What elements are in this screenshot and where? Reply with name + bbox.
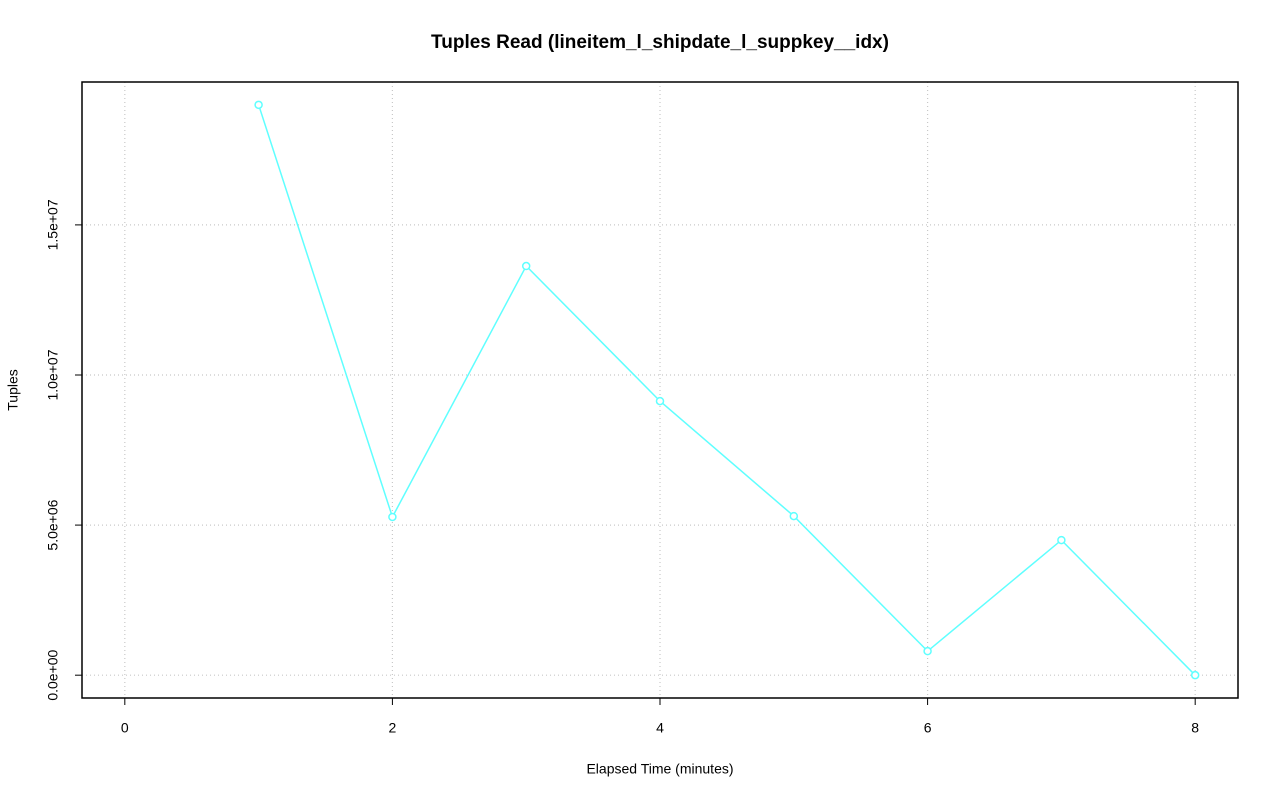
y-tick-label: 0.0e+00 xyxy=(45,649,61,700)
data-point xyxy=(388,512,397,522)
chart-title: Tuples Read (lineitem_l_shipdate_l_suppk… xyxy=(431,32,889,53)
x-tick-label: 0 xyxy=(121,720,129,736)
series-line xyxy=(257,104,1196,676)
y-axis-label: Tuples xyxy=(5,369,21,411)
data-point xyxy=(655,396,665,406)
x-tick-label: 2 xyxy=(389,720,397,736)
data-point xyxy=(1190,670,1200,680)
data-point xyxy=(789,511,799,521)
data-point xyxy=(254,100,263,110)
x-tick-label: 8 xyxy=(1191,720,1199,736)
plot-frame xyxy=(81,81,1239,699)
x-tick-label: 6 xyxy=(924,720,932,736)
data-point xyxy=(923,646,932,656)
y-tick-label: 1.5e+07 xyxy=(45,199,61,250)
x-tick-label: 4 xyxy=(656,720,664,736)
data-point xyxy=(1057,535,1066,545)
data-point xyxy=(521,261,531,271)
x-axis-label: Elapsed Time (minutes) xyxy=(586,761,733,777)
y-tick-label: 5.0e+06 xyxy=(45,499,61,550)
y-tick-label: 1.0e+07 xyxy=(45,349,61,400)
